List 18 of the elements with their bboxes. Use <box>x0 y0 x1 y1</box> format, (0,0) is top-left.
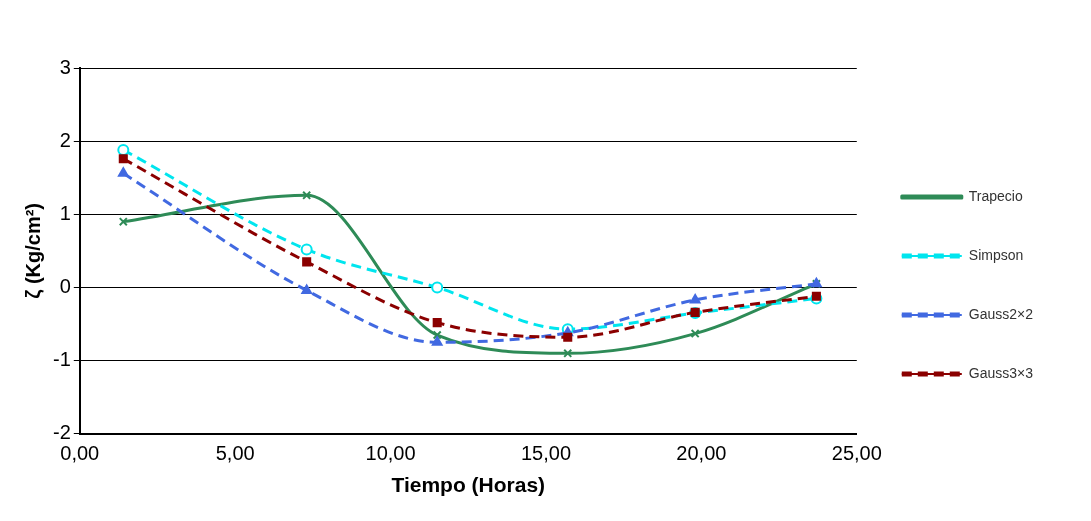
y-axis-title: ζ (Kg/cm²) <box>21 202 44 299</box>
y-tick-label: 3 <box>59 55 71 78</box>
y-tick-label: 2 <box>59 128 71 151</box>
legend-label: Gauss3×3 <box>968 364 1034 381</box>
y-tick-label: 0 <box>59 275 71 297</box>
x-tick-label: 10,00 <box>365 442 416 465</box>
x-axis-title: Tiempo (Horas) <box>391 473 546 497</box>
x-tick-label: 20,00 <box>676 442 727 465</box>
y-tick-label: -2 <box>52 421 71 444</box>
legend-label: Gauss2×2 <box>968 305 1034 322</box>
y-tick-label: -1 <box>52 348 71 371</box>
legend-label: Trapecio <box>968 187 1023 204</box>
x-tick-label: 15,00 <box>520 442 572 465</box>
y-tick-label: 1 <box>59 201 71 224</box>
legend-label: Simpson <box>968 246 1024 263</box>
x-tick-label: 0,00 <box>60 442 100 465</box>
x-tick-label: 25,00 <box>831 442 882 465</box>
x-tick-label: 5,00 <box>215 442 255 465</box>
